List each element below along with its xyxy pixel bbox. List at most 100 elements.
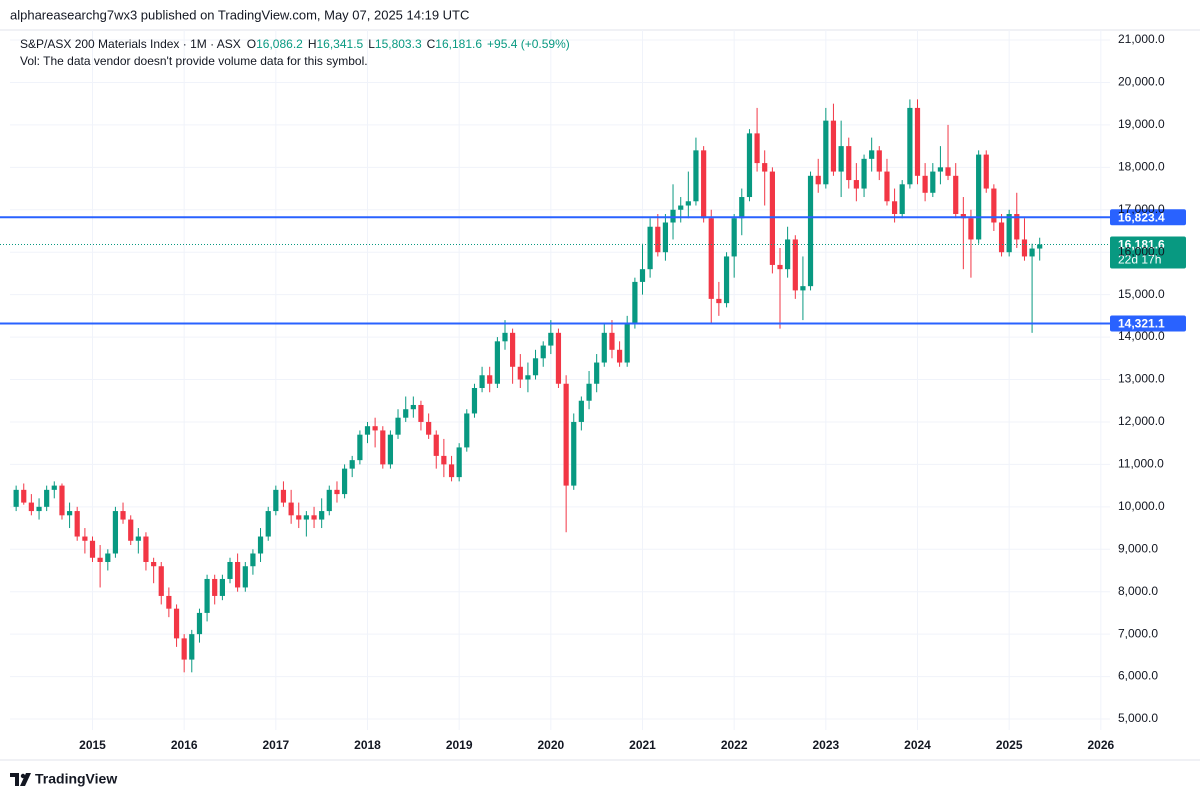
- candle-body: [387, 434, 394, 465]
- candle-body: [13, 489, 19, 507]
- candle-body: [128, 519, 134, 541]
- candle-body: [937, 167, 944, 172]
- candle-body: [693, 150, 699, 202]
- candle-body: [219, 578, 225, 596]
- countdown-label: 22d 17h: [1118, 253, 1161, 267]
- x-tick-label: 2022: [721, 738, 748, 752]
- ohlc-value: 16,181.6: [435, 37, 482, 51]
- candle-body: [265, 511, 271, 537]
- candle-body: [616, 349, 623, 363]
- ohlc-value: 15,803.3: [375, 37, 422, 51]
- candle-body: [441, 455, 447, 465]
- y-tick-label: 20,000.0: [1118, 75, 1165, 89]
- candle-body: [884, 171, 890, 202]
- candle-body: [762, 163, 768, 172]
- candle-body: [586, 383, 592, 401]
- y-tick-label: 8,000.0: [1118, 584, 1158, 598]
- candle-body: [739, 197, 745, 219]
- ohlc-value: 16,341.5: [317, 37, 364, 51]
- y-tick-label: 6,000.0: [1118, 669, 1158, 683]
- y-tick-label: 16,000.0: [1118, 244, 1165, 258]
- ohlc-label: L: [368, 37, 375, 51]
- candle-body: [517, 366, 523, 380]
- y-tick-label: 17,000.0: [1118, 202, 1165, 216]
- candle-body: [723, 256, 730, 304]
- candle-body: [158, 566, 164, 596]
- candle-body: [861, 158, 867, 189]
- y-tick-label: 18,000.0: [1118, 159, 1165, 173]
- candle-body: [601, 332, 607, 363]
- candle-body: [59, 485, 65, 516]
- candle-body: [998, 222, 1005, 253]
- candle-body: [838, 146, 844, 172]
- ohlc-label: H: [308, 37, 317, 51]
- candle-body: [471, 387, 478, 414]
- y-tick-label: 19,000.0: [1118, 117, 1165, 131]
- candle-body: [36, 506, 42, 512]
- candle-body: [540, 345, 546, 359]
- candle-body: [830, 120, 837, 172]
- y-tick-label: 10,000.0: [1118, 499, 1165, 513]
- candle-body: [548, 332, 554, 346]
- candle-body: [624, 324, 630, 363]
- candle-body: [273, 489, 279, 512]
- candle-body: [189, 634, 195, 660]
- candle-body: [464, 413, 470, 448]
- candle-body: [578, 400, 584, 422]
- candle-body: [609, 332, 615, 350]
- candle-body: [555, 332, 562, 384]
- candle-body: [563, 383, 569, 486]
- candle-body: [242, 566, 248, 588]
- y-tick-label: 12,000.0: [1118, 414, 1165, 428]
- x-tick-label: 2015: [79, 738, 106, 752]
- candle-body: [319, 511, 325, 520]
- candle-body: [433, 434, 439, 456]
- candle-body: [235, 561, 241, 588]
- x-tick-label: 2019: [446, 738, 473, 752]
- candle-body: [647, 226, 653, 270]
- candle-body: [181, 638, 187, 660]
- candle-body: [296, 515, 302, 520]
- candle-body: [510, 332, 516, 367]
- y-tick-label: 13,000.0: [1118, 372, 1165, 386]
- candle-body: [716, 298, 722, 304]
- publish-info: alphareasearchg7wx3 published on Trading…: [10, 7, 469, 22]
- candle-body: [357, 434, 363, 461]
- candle-body: [701, 150, 707, 219]
- candle-body: [212, 578, 218, 596]
- candle-body: [792, 239, 798, 291]
- candle-body: [204, 578, 210, 613]
- y-tick-label: 14,000.0: [1118, 329, 1165, 343]
- candle-body: [120, 511, 126, 520]
- candle-body: [135, 536, 141, 541]
- logo-part: [20, 773, 31, 786]
- x-tick-label: 2017: [262, 738, 289, 752]
- candle-body: [395, 417, 401, 435]
- candle-body: [594, 362, 600, 384]
- x-tick-label: 2025: [996, 738, 1023, 752]
- candle-body: [639, 269, 646, 282]
- candle-body: [334, 489, 340, 495]
- candle-body: [670, 209, 676, 223]
- candle-body: [708, 218, 714, 299]
- x-tick-label: 2016: [171, 738, 198, 752]
- x-tick-label: 2021: [629, 738, 656, 752]
- level-label: 16,823.4: [1118, 210, 1165, 224]
- candle-body: [945, 167, 951, 176]
- candle-body: [807, 175, 814, 287]
- candle-body: [173, 608, 180, 639]
- candle-body: [846, 146, 852, 181]
- candle-body: [51, 485, 57, 490]
- candle-body: [21, 489, 27, 503]
- x-tick-label: 2026: [1087, 738, 1114, 752]
- ohlc-value: 16,086.2: [256, 37, 303, 51]
- last-price-label: 16,181.6: [1118, 238, 1165, 252]
- candle-body: [326, 489, 332, 512]
- x-tick-label: 2024: [904, 738, 931, 752]
- candle-body: [968, 218, 974, 240]
- candle-body: [288, 502, 294, 516]
